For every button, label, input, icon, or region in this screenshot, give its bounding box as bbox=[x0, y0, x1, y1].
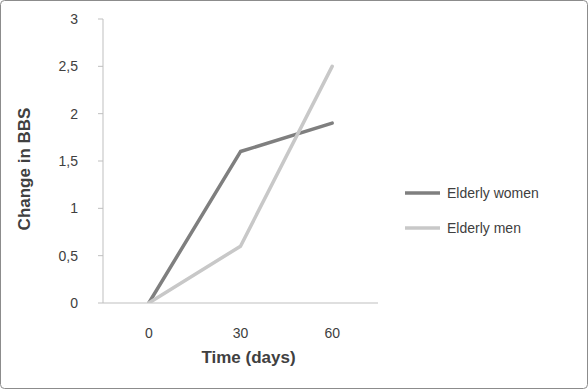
y-tick-label: 0,5 bbox=[59, 248, 79, 264]
x-tick-label: 0 bbox=[145, 325, 153, 341]
y-tick bbox=[98, 66, 103, 67]
y-tick bbox=[98, 161, 103, 162]
legend-label: Elderly men bbox=[447, 220, 521, 236]
y-tick bbox=[98, 255, 103, 256]
y-tick-label: 3 bbox=[70, 11, 78, 27]
chart-border bbox=[1, 1, 588, 389]
series-line bbox=[149, 123, 332, 303]
y-tick bbox=[98, 113, 103, 114]
x-axis-line bbox=[103, 303, 378, 304]
chart-container: 00,511,522,5303060Time (days)Change in B… bbox=[0, 0, 588, 389]
y-axis-title: Change in BBS bbox=[15, 108, 34, 231]
y-tick bbox=[98, 19, 103, 20]
y-tick bbox=[98, 208, 103, 209]
x-tick-label: 30 bbox=[233, 325, 249, 341]
plot-area bbox=[149, 66, 332, 303]
legend-swatch bbox=[405, 191, 440, 195]
x-axis-title: Time (days) bbox=[201, 348, 295, 367]
series-line bbox=[149, 66, 332, 303]
y-tick-label: 1,5 bbox=[59, 153, 79, 169]
y-tick-label: 0 bbox=[70, 295, 78, 311]
y-tick bbox=[98, 303, 103, 304]
y-tick-label: 2 bbox=[70, 106, 78, 122]
chart-svg: 00,511,522,5303060Time (days)Change in B… bbox=[0, 0, 588, 389]
legend-swatch bbox=[405, 226, 440, 230]
y-tick-label: 2,5 bbox=[59, 58, 79, 74]
y-tick-label: 1 bbox=[70, 200, 78, 216]
x-tick-label: 60 bbox=[324, 325, 340, 341]
legend-label: Elderly women bbox=[447, 185, 539, 201]
